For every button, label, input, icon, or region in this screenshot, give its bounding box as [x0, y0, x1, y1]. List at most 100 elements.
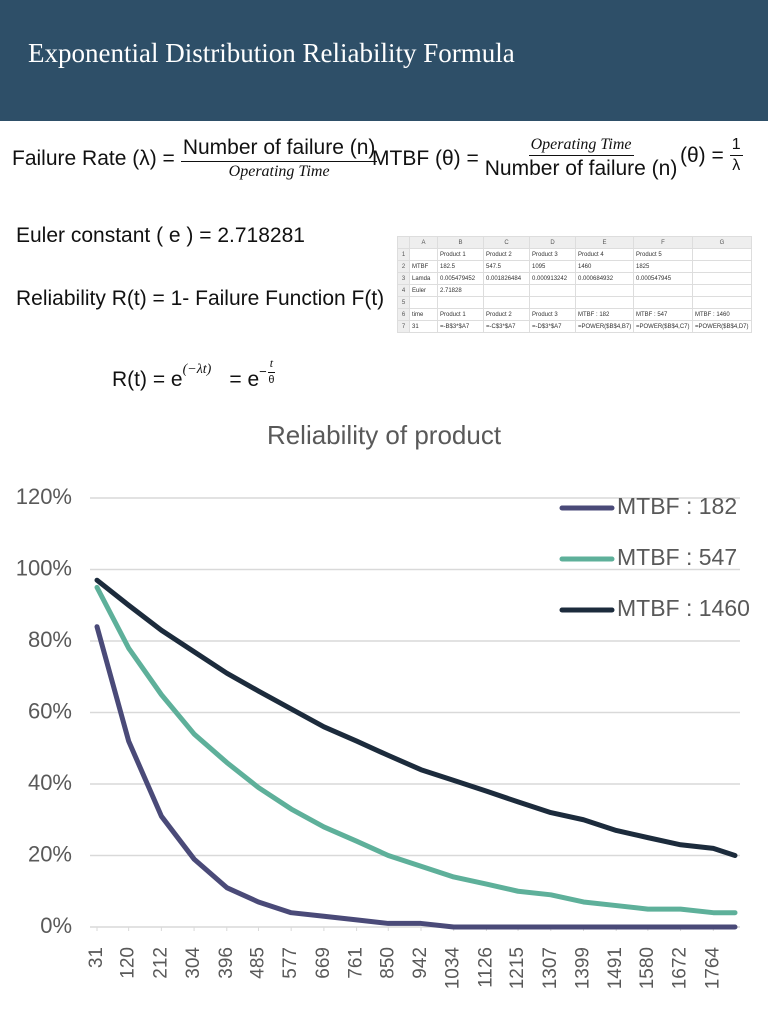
exponent: (−λt) — [182, 362, 212, 377]
failure-rate-formula: Failure Rate (λ) = Number of failure (n)… — [12, 136, 378, 181]
cell — [575, 296, 634, 309]
cell: =-D$3*$A7 — [529, 320, 576, 333]
x-tick-label: 1764 — [702, 947, 723, 990]
sheet-row: 3 Lamda 0.005479452 0.001826484 0.000913242 0… — [397, 272, 752, 285]
cell — [692, 260, 752, 273]
corner-cell — [397, 236, 410, 249]
cell: Product 1 — [437, 248, 484, 261]
column-header: E — [575, 236, 634, 249]
x-tick-label: 304 — [183, 947, 204, 979]
cell: 0.000913242 — [529, 272, 576, 285]
cell — [692, 284, 752, 297]
cell: Product 4 — [575, 248, 634, 261]
y-tick-label: 0% — [40, 913, 72, 938]
row-header: 5 — [397, 296, 410, 309]
reliability-formula: Reliability R(t) = 1- Failure Function F… — [16, 287, 385, 310]
formula-label: Failure Rate (λ) = — [12, 146, 175, 170]
x-tick-label: 1034 — [443, 947, 464, 990]
legend-label: MTBF : 182 — [617, 493, 737, 519]
fraction: 1 λ — [729, 136, 743, 175]
x-tick-label: 212 — [150, 947, 171, 979]
cell: 0.005479452 — [437, 272, 484, 285]
cell: 1825 — [633, 260, 693, 273]
cell: 2.71828 — [437, 284, 484, 297]
formula-label: (θ) = — [680, 143, 724, 167]
cell — [409, 248, 438, 261]
row-header: 2 — [397, 260, 410, 273]
x-tick-label: 31 — [86, 947, 107, 968]
cell: Product 5 — [633, 248, 693, 261]
x-tick-label: 577 — [280, 947, 301, 979]
numerator: Number of failure (n) — [180, 136, 378, 162]
numerator: 1 — [729, 136, 743, 156]
cell — [633, 296, 693, 309]
cell: Product 3 — [529, 248, 576, 261]
cell: Lamda — [409, 272, 438, 285]
mtbf-formula: MTBF (θ) = Operating Time Number of fail… — [372, 136, 677, 181]
cell: 0.000547945 — [633, 272, 693, 285]
cell: 1460 — [575, 260, 634, 273]
x-tick-label: 850 — [377, 947, 398, 979]
y-tick-label: 60% — [28, 698, 72, 723]
row-header: 7 — [397, 320, 410, 333]
cell: =-B$3*$A7 — [437, 320, 484, 333]
row-header: 4 — [397, 284, 410, 297]
cell: =POWER($B$4,D7) — [692, 320, 752, 333]
fraction: Operating Time Number of failure (n) — [485, 136, 678, 181]
x-tick-label: 669 — [313, 947, 334, 979]
cell — [483, 284, 530, 297]
cell: Product 3 — [529, 308, 576, 321]
fraction: Number of failure (n) Operating Time — [180, 136, 378, 181]
cell — [529, 296, 576, 309]
sheet-row: 4 Euler 2.71828 — [397, 284, 752, 297]
y-tick-label: 100% — [16, 555, 72, 580]
header-title: Exponential Distribution Reliability For… — [28, 38, 515, 68]
legend-label: MTBF : 1460 — [617, 595, 750, 621]
denominator: θ — [268, 374, 275, 386]
column-header: B — [437, 236, 484, 249]
cell: MTBF — [409, 260, 438, 273]
y-tick-label: 120% — [16, 484, 72, 509]
x-tick-label: 1580 — [637, 947, 658, 989]
cell: 31 — [409, 320, 438, 333]
cell — [437, 296, 484, 309]
denominator: Operating Time — [228, 163, 330, 180]
cell: time — [409, 308, 438, 321]
formula-label: MTBF (θ) = — [372, 146, 479, 170]
row-header: 6 — [397, 308, 410, 321]
sheet-row: 7 31 =-B$3*$A7 =-C$3*$A7 =-D$3*$A7 =POWER($B$… — [397, 320, 752, 333]
chart: Reliability of product 0% 20% 40% 60% 80% 100… — [16, 420, 750, 990]
cell: Euler — [409, 284, 438, 297]
cell — [692, 248, 752, 261]
numerator: Operating Time — [528, 136, 634, 156]
cell: Product 2 — [483, 248, 530, 261]
series-line — [94, 584, 738, 916]
legend-label: MTBF : 547 — [617, 544, 737, 570]
cell — [692, 272, 752, 285]
cell: MTBF : 547 — [633, 308, 693, 321]
row-header: 3 — [397, 272, 410, 285]
x-tick-label: 485 — [247, 947, 268, 979]
theta-formula: (θ) = 1 λ — [680, 136, 743, 175]
x-tick-label: 1215 — [507, 947, 528, 989]
formula-part: R(t) = e — [112, 368, 183, 391]
chart-title: Reliability of product — [267, 420, 502, 450]
cell: =-C$3*$A7 — [483, 320, 530, 333]
sheet-row: 2 MTBF 182.5 547.5 1095 1460 1825 — [397, 260, 752, 273]
series-line — [94, 624, 738, 930]
cell: 1095 — [529, 260, 576, 273]
sheet-row: 6 time Product 1 Product 2 Product 3 MTBF : 1… — [397, 308, 752, 321]
cell: Product 2 — [483, 308, 530, 321]
x-tick-label: 1491 — [605, 947, 626, 989]
column-header: G — [692, 236, 752, 249]
cell: =POWER($B$4,C7) — [633, 320, 693, 333]
spreadsheet: A B C D E F G 1 Product 1 Product 2 Product 3 Produ… — [397, 236, 752, 333]
sheet-row: 1 Product 1 Product 2 Product 3 Product 4 Pro… — [397, 248, 752, 261]
y-tick-label: 20% — [28, 841, 72, 866]
y-tick-label: 40% — [28, 770, 72, 795]
cell: 547.5 — [483, 260, 530, 273]
x-tick-label: 120 — [118, 947, 139, 979]
denominator: λ — [732, 157, 741, 174]
